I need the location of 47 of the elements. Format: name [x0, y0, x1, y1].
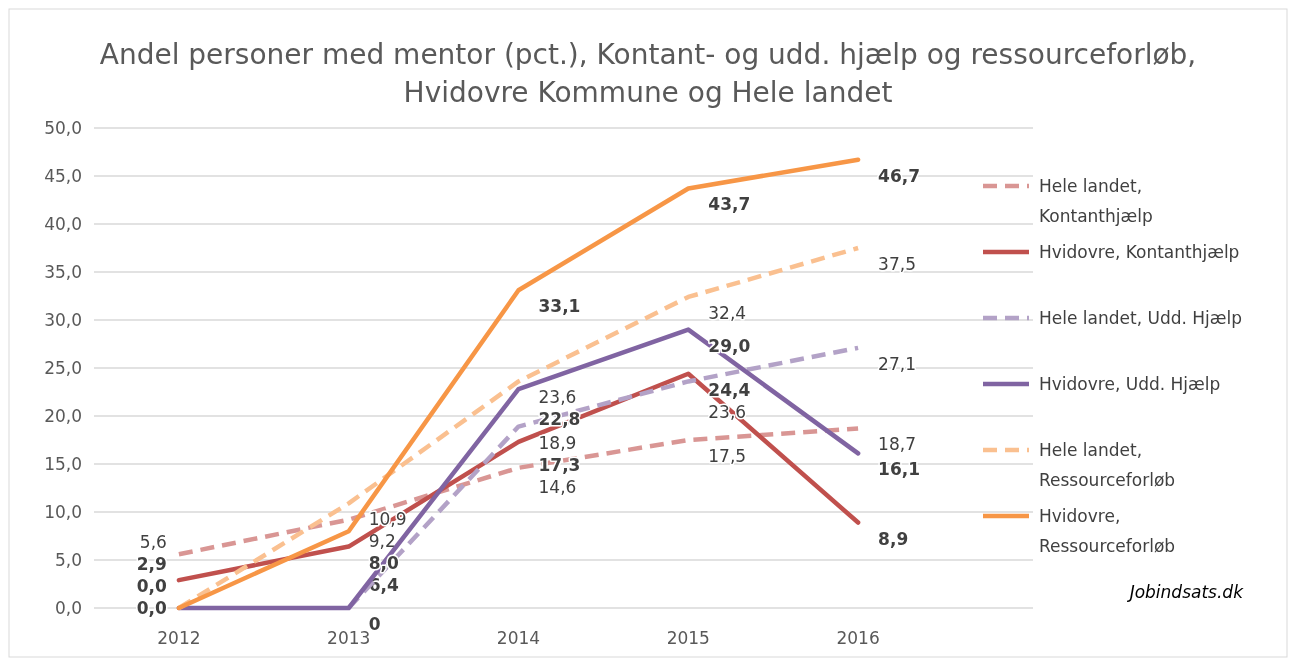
y-tick-label: 15,0: [44, 454, 82, 474]
data-label: 5,6: [139, 532, 167, 552]
data-label: 23,6: [538, 387, 577, 408]
data-label: 37,5: [878, 254, 916, 274]
x-tick-label: 2015: [666, 628, 710, 648]
x-tick-label: 2016: [836, 628, 880, 648]
data-label: 0: [368, 614, 381, 634]
y-tick-label: 25,0: [44, 358, 82, 378]
chart-title: Andel personer med mentor (pct.), Kontant- og udd. hjælp og ressourceforløb, Hvidovre Kommune og Hele landet: [99, 38, 1197, 109]
data-label: 27,1: [878, 353, 916, 374]
y-tick-label: 0,0: [54, 598, 82, 618]
y-tick-label: 45,0: [44, 166, 82, 186]
data-label: 16,1: [878, 459, 921, 480]
data-label: 17,5: [708, 446, 747, 466]
data-label: 33,1: [538, 296, 581, 317]
y-tick-label: 35,0: [44, 262, 82, 282]
data-label: 17,3: [538, 454, 581, 475]
y-tick-label: 40,0: [44, 214, 82, 234]
data-label: 18,7: [878, 434, 916, 455]
data-label: 24,4: [708, 379, 751, 400]
line-series: [176, 157, 861, 611]
legend-label: Hvidovre, Udd. Hjælp: [1039, 374, 1221, 394]
legend-label: Hvidovre, Ressourceforløb: [1039, 506, 1176, 556]
data-label: 43,7: [708, 194, 751, 215]
legend-label: Hvidovre, Kontanthjælp: [1039, 242, 1240, 262]
legend-label: Hele landet, Udd. Hjælp: [1039, 308, 1243, 328]
y-tick-label: 20,0: [44, 406, 82, 426]
line-series: [176, 426, 861, 557]
x-tick-label: 2013: [327, 628, 371, 648]
data-label: 0,0: [136, 598, 168, 618]
legend-label: Hele landet, Kontanthjælp: [1039, 176, 1153, 226]
x-tick-label: 2012: [157, 628, 201, 648]
y-tick-label: 30,0: [44, 310, 82, 330]
y-tick-label: 5,0: [54, 550, 82, 570]
data-label: 9,2: [368, 531, 396, 552]
y-tick-label: 50,0: [44, 118, 82, 138]
x-tick-label: 2014: [496, 628, 541, 648]
data-label: 32,4: [708, 302, 747, 323]
data-label: 0,0: [136, 576, 168, 596]
data-label: 46,7: [878, 165, 921, 186]
data-label: 8,9: [878, 528, 909, 549]
data-label: 14,6: [538, 476, 577, 497]
data-label: 18,9: [538, 432, 577, 453]
y-tick-label: 10,0: [44, 502, 82, 522]
legend-label: Hele landet, Ressourceforløb: [1039, 440, 1176, 490]
text: Jobindsats.dk: [1126, 582, 1245, 602]
data-label: 2,9: [136, 554, 167, 574]
